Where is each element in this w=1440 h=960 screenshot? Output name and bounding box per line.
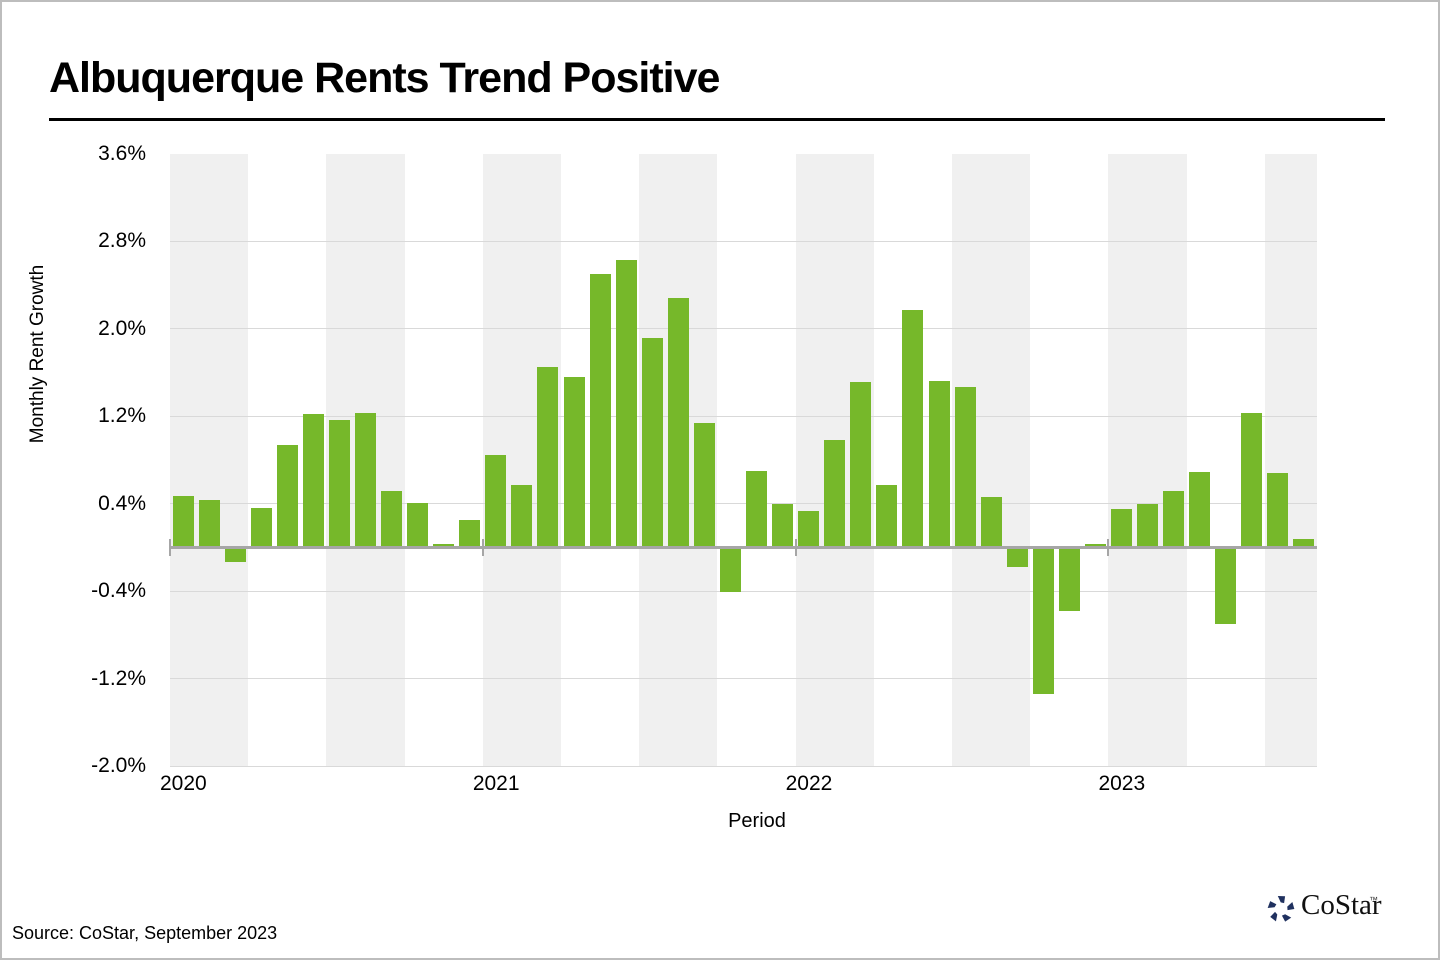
bar-2022-10	[1032, 547, 1054, 694]
y-tick-label: 1.2%	[98, 404, 146, 428]
bar-2022-01	[798, 511, 820, 548]
y-tick-label: 2.8%	[98, 229, 146, 253]
bar-2023-04	[1189, 472, 1211, 548]
costar-pinwheel-icon	[1267, 896, 1295, 922]
bar-2022-04	[876, 485, 898, 548]
y-tick-label: -0.4%	[91, 579, 146, 603]
gridline	[170, 503, 1317, 505]
y-tick-label: 2.0%	[98, 316, 146, 340]
bar-2020-04	[250, 508, 272, 548]
title-underline	[49, 118, 1385, 121]
x-axis-line	[170, 545, 1317, 549]
bar-2023-05	[1215, 547, 1237, 624]
plot-area	[169, 154, 1317, 767]
year-tick	[794, 538, 797, 556]
costar-wordmark: CoStar	[1301, 889, 1382, 921]
bar-2023-08	[1293, 538, 1315, 548]
bar-2022-02	[824, 440, 846, 548]
x-axis-title: Period	[728, 810, 786, 832]
bar-2020-01	[172, 496, 194, 548]
bar-2023-03	[1163, 490, 1185, 548]
bar-2020-02	[198, 500, 220, 548]
costar-logo: CoStar ™	[1265, 889, 1385, 929]
y-tick-label: 3.6%	[98, 142, 146, 165]
costar-trademark: ™	[1369, 895, 1378, 905]
bar-2020-10	[407, 502, 429, 548]
bar-2020-03	[224, 547, 246, 562]
bar-2021-04	[563, 376, 585, 548]
bar-2023-02	[1137, 503, 1159, 548]
gridline	[170, 328, 1317, 330]
y-tick-label: -2.0%	[91, 754, 146, 777]
bar-2021-11	[746, 470, 768, 548]
year-tick	[481, 538, 484, 556]
y-tick-label: -1.2%	[91, 666, 146, 690]
bar-2023-06	[1241, 413, 1263, 548]
gridline	[170, 240, 1317, 242]
year-tick	[169, 538, 171, 556]
bar-2021-06	[615, 260, 637, 548]
chart-title: Albuquerque Rents Trend Positive	[49, 54, 720, 102]
gridline	[170, 415, 1317, 417]
bar-2021-07	[641, 337, 663, 548]
bar-2021-01	[485, 454, 507, 548]
bar-2020-06	[302, 414, 324, 548]
bar-2021-03	[537, 367, 559, 548]
year-tick	[1107, 538, 1110, 556]
x-tick-label-2020: 2020	[160, 772, 207, 795]
y-tick-label: 0.4%	[98, 491, 146, 515]
x-tick-label-2021: 2021	[472, 772, 520, 795]
quarter-stripe	[170, 154, 249, 766]
bar-2023-07	[1267, 473, 1289, 548]
x-tick-label-2023: 2023	[1098, 772, 1146, 795]
bar-2020-08	[355, 413, 376, 548]
quarter-stripe	[1108, 154, 1187, 766]
bar-2021-09	[693, 422, 715, 548]
bar-2022-05	[902, 310, 924, 548]
source-note: Source: CoStar, September 2023	[12, 923, 278, 943]
bar-2022-03	[850, 382, 872, 548]
bar-2020-05	[276, 444, 298, 548]
bar-2021-10	[719, 547, 741, 593]
bar-2022-09	[1006, 547, 1028, 568]
gridline	[170, 590, 1317, 592]
bar-2021-12	[772, 503, 794, 548]
bar-2020-11	[433, 544, 455, 548]
bar-2021-05	[589, 274, 611, 548]
bar-2021-02	[511, 485, 533, 548]
bar-2022-11	[1058, 547, 1080, 611]
x-tick-label-2022: 2022	[785, 772, 833, 795]
bar-2022-12	[1084, 544, 1106, 548]
bar-2020-12	[459, 520, 481, 548]
bar-2022-08	[980, 497, 1002, 548]
bar-2023-01	[1110, 509, 1132, 548]
gridline	[170, 765, 1317, 767]
bar-2021-08	[667, 298, 689, 548]
bar-2020-09	[381, 490, 403, 548]
bar-2020-07	[328, 419, 350, 548]
bar-2022-07	[954, 386, 976, 548]
gridline	[170, 678, 1317, 680]
quarter-stripe	[1264, 154, 1317, 766]
bar-2022-06	[928, 381, 950, 548]
